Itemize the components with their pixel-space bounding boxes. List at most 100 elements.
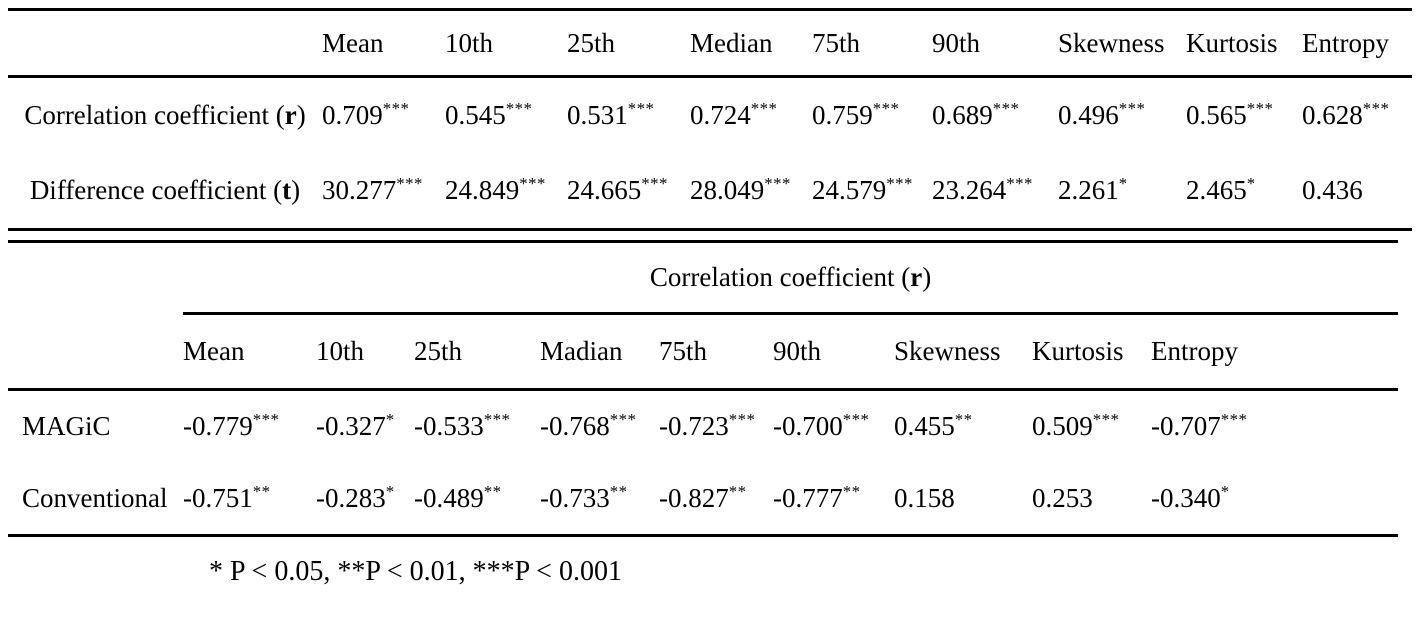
significance-stars: *** bbox=[992, 99, 1020, 119]
value-cell: 0.509*** bbox=[1032, 410, 1120, 442]
significance-stars: ** bbox=[954, 410, 973, 430]
table-row-correlation-coefficient: Correlation coefficient (r) 0.709*** 0.5… bbox=[8, 77, 1412, 154]
significance-stars: *** bbox=[505, 99, 533, 119]
value-cell: -0.733** bbox=[540, 481, 628, 513]
value-cell: -0.533*** bbox=[414, 410, 511, 442]
significance-stars: *** bbox=[1006, 174, 1033, 194]
value-cell: 30.277*** bbox=[322, 174, 423, 206]
value-cell: 0.709*** bbox=[322, 99, 410, 131]
table-row-magic: MAGiC -0.779*** -0.327* -0.533*** -0.768… bbox=[8, 390, 1398, 463]
column-header: Kurtosis bbox=[1032, 313, 1151, 391]
value-cell: 0.759*** bbox=[812, 99, 900, 131]
significance-stars: * bbox=[385, 481, 395, 501]
significance-stars: ** bbox=[483, 481, 502, 501]
significance-stars: *** bbox=[1362, 99, 1390, 119]
significance-stars: * bbox=[1118, 174, 1128, 194]
value-cell: 0.545*** bbox=[445, 99, 533, 131]
value-cell: -0.777** bbox=[773, 481, 861, 513]
column-header: Mean bbox=[183, 313, 316, 391]
significance-stars: *** bbox=[728, 410, 756, 430]
significance-stars: *** bbox=[627, 99, 655, 119]
column-header: 90th bbox=[773, 313, 894, 391]
value-cell: -0.768*** bbox=[540, 410, 637, 442]
column-header: 25th bbox=[567, 9, 690, 78]
table1-corner-cell bbox=[8, 9, 322, 78]
significance-stars: *** bbox=[252, 410, 280, 430]
significance-stars: *** bbox=[382, 99, 410, 119]
column-header: 90th bbox=[932, 9, 1058, 78]
value-cell: 0.628*** bbox=[1302, 99, 1390, 131]
value-cell: -0.827** bbox=[659, 481, 747, 513]
significance-stars: ** bbox=[728, 481, 747, 501]
value-cell: -0.340* bbox=[1151, 481, 1230, 513]
table1-header-row: Mean 10th 25th Median 75th 90th Skewness… bbox=[8, 9, 1412, 78]
value-cell: 0.496*** bbox=[1058, 99, 1146, 131]
value-cell: 0.436 bbox=[1302, 175, 1363, 206]
value-cell: 0.158 bbox=[894, 482, 955, 513]
table-method-correlations: Correlation coefficient (r) Mean 10th 25… bbox=[8, 240, 1399, 537]
significance-stars: *** bbox=[1118, 99, 1146, 119]
column-header: Entropy bbox=[1302, 9, 1412, 78]
table2-span-header-row: Correlation coefficient (r) bbox=[8, 241, 1399, 315]
value-cell: 0.531*** bbox=[567, 99, 655, 131]
significance-stars: *** bbox=[609, 410, 637, 430]
column-header: 10th bbox=[316, 313, 414, 391]
row-label: MAGiC bbox=[22, 411, 111, 442]
table-row-difference-coefficient: Difference coefficient (t) 30.277*** 24.… bbox=[8, 154, 1412, 230]
significance-stars: *** bbox=[886, 174, 913, 194]
column-header: Median bbox=[690, 9, 812, 78]
span-header-correlation-coefficient: Correlation coefficient (r) bbox=[183, 241, 1399, 315]
value-cell: 0.689*** bbox=[932, 99, 1020, 131]
significance-stars: *** bbox=[1092, 410, 1120, 430]
column-header: Entropy bbox=[1151, 313, 1399, 391]
value-cell: 0.253 bbox=[1032, 482, 1093, 513]
value-cell: 0.724*** bbox=[690, 99, 778, 131]
significance-stars: *** bbox=[483, 410, 511, 430]
value-cell: 23.264*** bbox=[932, 174, 1033, 206]
column-header: Madian bbox=[540, 313, 659, 391]
value-cell: -0.283* bbox=[316, 481, 395, 513]
significance-stars: *** bbox=[872, 99, 900, 119]
significance-stars: *** bbox=[1220, 410, 1248, 430]
column-header: Skewness bbox=[894, 313, 1032, 391]
value-cell: 2.261* bbox=[1058, 174, 1128, 206]
value-cell: -0.723*** bbox=[659, 410, 756, 442]
table2-corner-cell bbox=[8, 242, 183, 314]
column-header: 75th bbox=[812, 9, 932, 78]
value-cell: 0.455** bbox=[894, 410, 973, 442]
row-label: Correlation coefficient (r) bbox=[24, 100, 306, 131]
significance-stars: *** bbox=[750, 99, 778, 119]
value-cell: -0.779*** bbox=[183, 410, 280, 442]
significance-stars: * bbox=[1220, 481, 1230, 501]
significance-stars: *** bbox=[641, 174, 668, 194]
value-cell: -0.707*** bbox=[1151, 410, 1248, 442]
table2-header-row: Mean 10th 25th Madian 75th 90th Skewness… bbox=[8, 313, 1399, 391]
significance-stars: * bbox=[385, 410, 395, 430]
significance-note: * P < 0.05, **P < 0.01, ***P < 0.001 bbox=[209, 556, 622, 587]
value-cell: -0.327* bbox=[316, 410, 395, 442]
table-row-conventional: Conventional -0.751** -0.283* -0.489** -… bbox=[8, 463, 1398, 536]
significance-stars: ** bbox=[842, 481, 861, 501]
value-cell: 24.579*** bbox=[812, 174, 913, 206]
value-cell: 28.049*** bbox=[690, 174, 791, 206]
column-header: 10th bbox=[445, 9, 567, 78]
significance-stars: *** bbox=[1246, 99, 1274, 119]
value-cell: 24.849*** bbox=[445, 174, 546, 206]
column-header: Kurtosis bbox=[1186, 9, 1302, 78]
table-statistics-coefficients: Mean 10th 25th Median 75th 90th Skewness… bbox=[8, 8, 1412, 231]
significance-stars: *** bbox=[396, 174, 423, 194]
row-label: Conventional bbox=[22, 482, 168, 513]
value-cell: 0.565*** bbox=[1186, 99, 1274, 131]
column-header: 25th bbox=[414, 313, 540, 391]
value-cell: 24.665*** bbox=[567, 174, 668, 206]
column-header: 75th bbox=[659, 313, 773, 391]
value-cell: 2.465* bbox=[1186, 174, 1256, 206]
column-header: Skewness bbox=[1058, 9, 1186, 78]
column-header: Mean bbox=[322, 9, 445, 78]
significance-stars: *** bbox=[764, 174, 791, 194]
row-label: Difference coefficient (t) bbox=[29, 175, 301, 206]
table2-empty-header-cell bbox=[8, 313, 183, 391]
value-cell: -0.751** bbox=[183, 481, 271, 513]
significance-stars: * bbox=[1246, 174, 1256, 194]
